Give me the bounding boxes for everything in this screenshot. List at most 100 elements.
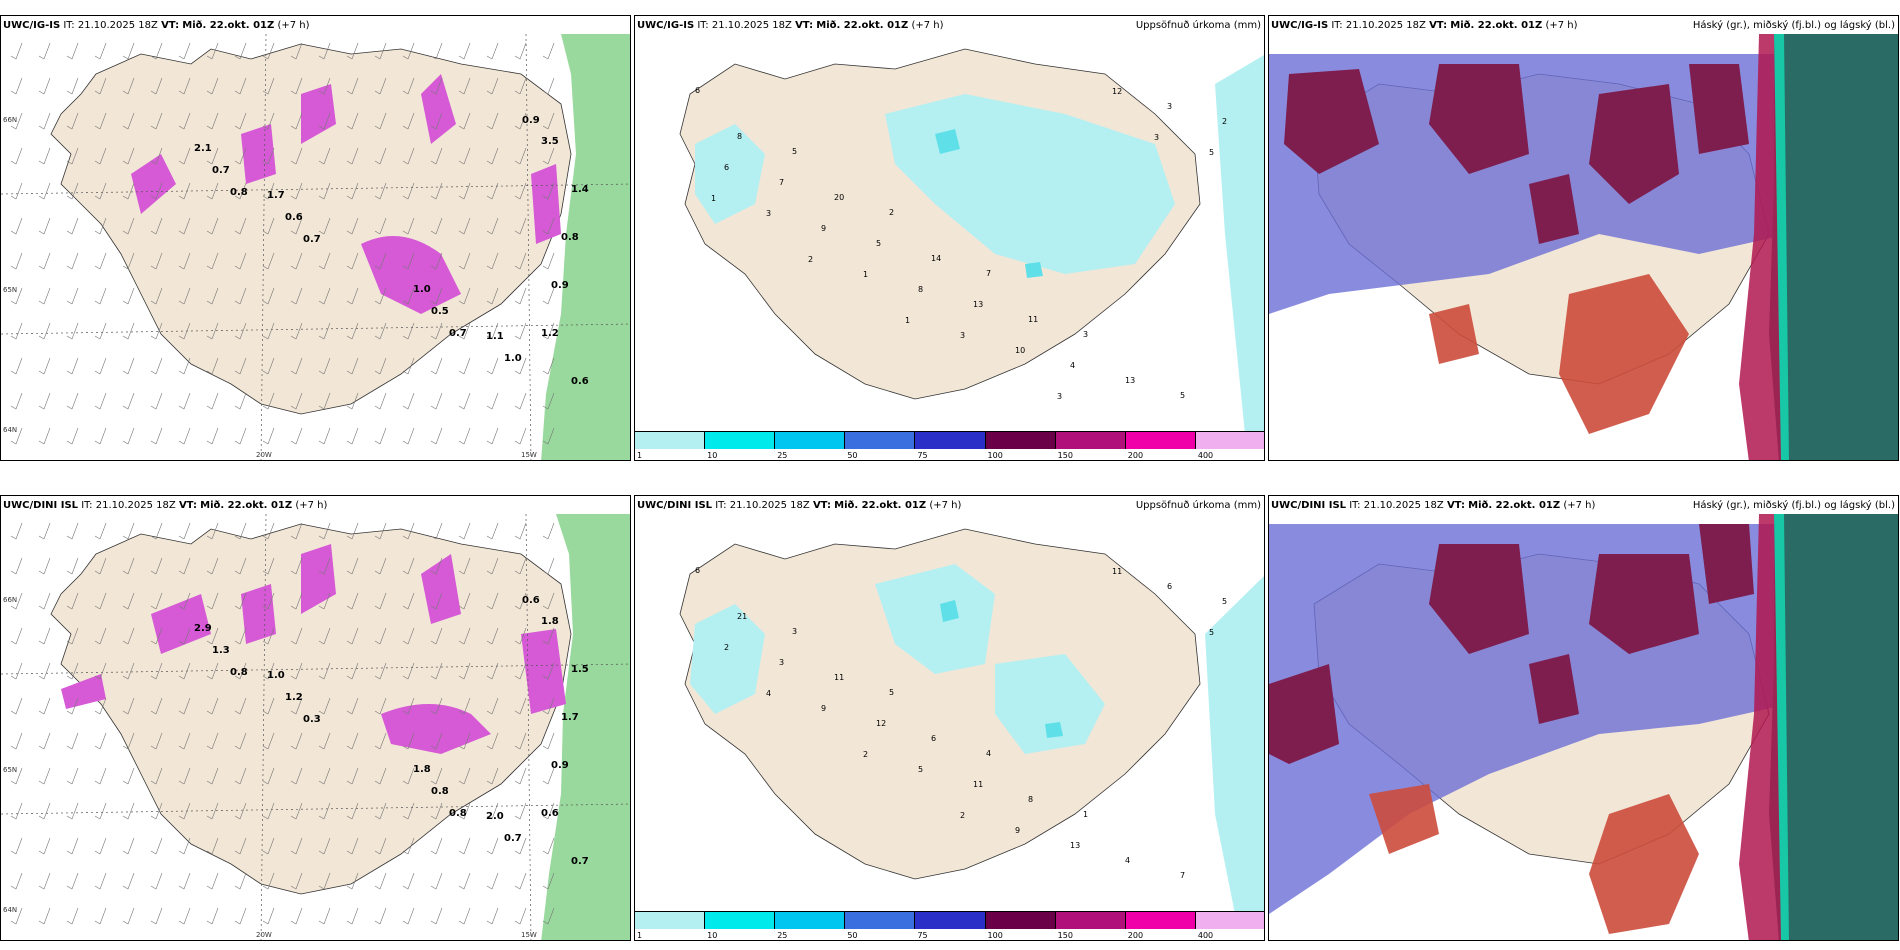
panel-ig-accum-precip: UWC/IG-IS IT: 21.10.2025 18Z VT: Mið. 22…: [634, 15, 1265, 461]
value-label: 0.8: [431, 786, 449, 797]
value-label: 3: [792, 627, 798, 636]
colorbar-tick: 150: [1057, 931, 1073, 940]
panel-dini-accum-precip: UWC/DINI ISL IT: 21.10.2025 18Z VT: Mið.…: [634, 495, 1265, 941]
value-label: 2.1: [194, 143, 212, 154]
value-label: 2: [889, 208, 895, 217]
value-label: 6: [695, 566, 701, 575]
value-label: 1.4: [571, 184, 589, 195]
panel-variable-label: Uppsöfnuð úrkoma (mm): [1135, 500, 1261, 511]
value-label: 8: [1028, 795, 1034, 804]
colorbar-tick: 50: [847, 451, 858, 460]
lat-label: 66N: [3, 596, 18, 604]
value-label: 9: [821, 704, 827, 713]
value-label: 7: [779, 178, 785, 187]
colorbar-swatch: [635, 432, 706, 449]
colorbar-swatch: [915, 912, 986, 929]
value-label: 11: [834, 673, 845, 682]
value-label: 1.1: [486, 331, 504, 342]
value-label: 8: [737, 132, 743, 141]
colorbar-swatch: [705, 432, 776, 449]
colorbar-tick: 200: [1127, 451, 1144, 460]
value-label: 2: [960, 811, 966, 820]
value-label: 12: [876, 719, 887, 728]
colorbar-tick: 400: [1197, 451, 1214, 460]
colorbar-tick: 10: [707, 931, 718, 940]
colorbar-tick: 150: [1057, 451, 1073, 460]
value-label: 0.7: [212, 165, 230, 176]
colorbar-tick: 25: [777, 451, 788, 460]
value-label: 13: [973, 300, 984, 309]
panel-header: UWC/DINI ISL IT: 21.10.2025 18Z VT: Mið.…: [1271, 500, 1596, 511]
colorbar-swatch: [775, 912, 846, 929]
panel-dini-wind-precip: UWC/DINI ISL IT: 21.10.2025 18Z VT: Mið.…: [0, 495, 631, 941]
value-label: 11: [1112, 567, 1123, 576]
value-label: 5: [876, 239, 882, 248]
colorbar-swatch: [635, 912, 706, 929]
panel-ig-wind-precip: UWC/IG-IS IT: 21.10.2025 18Z VT: Mið. 22…: [0, 15, 631, 461]
value-label: 2: [808, 255, 814, 264]
lat-label: 64N: [3, 906, 18, 914]
value-label: 11: [973, 780, 984, 789]
value-label: 1: [905, 316, 911, 325]
lon-label: 15W: [521, 931, 537, 939]
colorbar-swatch: [1195, 912, 1264, 929]
value-label: 0.7: [449, 328, 467, 339]
value-label: 12: [1112, 87, 1123, 96]
value-label: 1.8: [413, 764, 431, 775]
panel-dini-clouds: UWC/DINI ISL IT: 21.10.2025 18Z VT: Mið.…: [1268, 495, 1899, 941]
value-label: 3: [960, 331, 966, 340]
colorbar-swatch: [1195, 432, 1264, 449]
value-label: 4: [986, 749, 992, 758]
value-label: 2.0: [486, 811, 504, 822]
value-label: 1.5: [571, 664, 589, 675]
lat-label: 65N: [3, 766, 18, 774]
colorbar-swatch: [985, 432, 1056, 449]
value-label: 5: [889, 688, 895, 697]
value-label: 13: [1070, 841, 1081, 850]
value-label: 3: [779, 658, 785, 667]
colorbar-tick: 100: [987, 451, 1003, 460]
value-label: 1.0: [267, 670, 285, 681]
value-label: 3.5: [541, 136, 559, 147]
value-label: 2: [724, 643, 730, 652]
colorbar-tick: 50: [847, 931, 858, 940]
colorbar-swatch: [1125, 432, 1196, 449]
colorbar-tick: 25: [777, 931, 788, 940]
colorbar-tick: 1: [637, 931, 643, 940]
value-label: 1.7: [561, 712, 579, 723]
map-area: [635, 514, 1264, 940]
colorbar-swatch: [1125, 912, 1196, 929]
colorbar-swatch: [985, 912, 1056, 929]
value-label: 0.7: [303, 234, 321, 245]
value-label: 9: [1015, 826, 1021, 835]
value-label: 0.6: [522, 595, 540, 606]
value-label: 0.9: [551, 760, 569, 771]
map-area: [635, 34, 1264, 460]
value-label: 0.9: [522, 115, 540, 126]
value-label: 2.9: [194, 623, 212, 634]
value-label: 5: [1180, 391, 1186, 400]
colorbar-swatch: [1055, 432, 1126, 449]
value-label: 0.3: [303, 714, 321, 725]
value-label: 6: [695, 86, 701, 95]
value-label: 0.8: [230, 187, 248, 198]
value-label: 21: [737, 612, 748, 621]
map-area: [1269, 514, 1898, 940]
value-label: 0.8: [449, 808, 467, 819]
colorbar-swatch: [845, 912, 916, 929]
value-label: 1.2: [541, 328, 559, 339]
value-label: 3: [1154, 133, 1160, 142]
value-label: 10: [1015, 346, 1026, 355]
colorbar-tick: 75: [917, 451, 928, 460]
value-label: 0.6: [541, 808, 559, 819]
panel-header: UWC/IG-IS IT: 21.10.2025 18Z VT: Mið. 22…: [1271, 20, 1578, 31]
colorbar: 1 10 25 50 75 100 150 200 400: [635, 431, 1264, 460]
value-label: 1: [863, 270, 869, 279]
map-area: [1, 34, 630, 460]
panel-header: UWC/IG-IS IT: 21.10.2025 18Z VT: Mið. 22…: [637, 20, 944, 31]
lon-label: 15W: [521, 451, 537, 459]
value-label: 3: [1057, 392, 1063, 401]
value-label: 1.3: [212, 645, 230, 656]
value-label: 9: [821, 224, 827, 233]
value-label: 11: [1028, 315, 1039, 324]
